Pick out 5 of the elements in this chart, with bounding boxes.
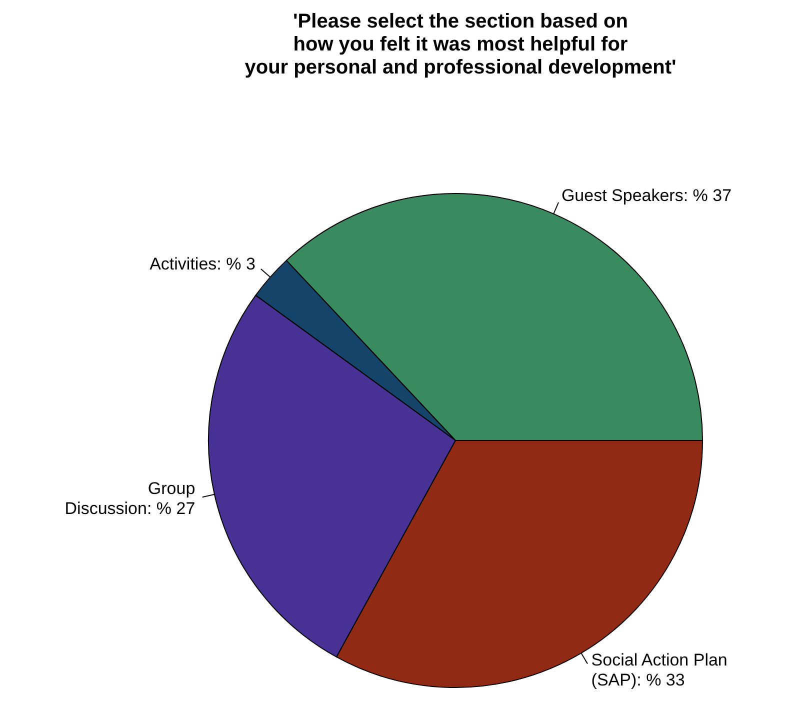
- chart-title: 'Please select the section based on how you felt it was most helpful for your personal and professional development': [244, 10, 676, 79]
- slice-label: Activities: % 3: [150, 254, 256, 274]
- slice-label: Guest Speakers: % 37: [561, 186, 732, 206]
- slice-label: Group Discussion: % 27: [64, 479, 196, 518]
- slice-label: Social Action Plan (SAP): % 33: [591, 650, 728, 690]
